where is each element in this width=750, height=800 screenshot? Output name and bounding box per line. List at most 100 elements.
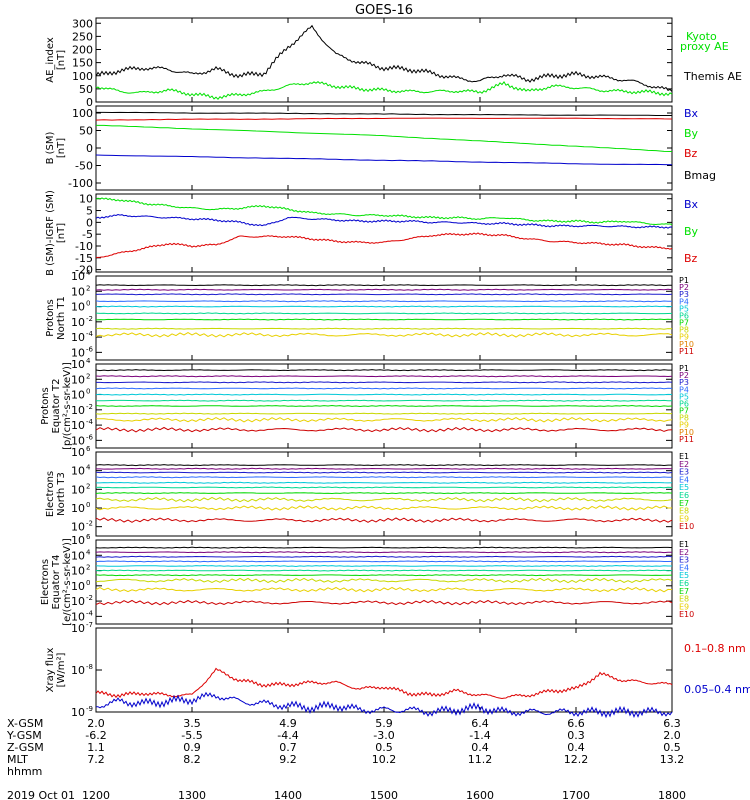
legend-bz: Bz (684, 252, 698, 265)
legend-e6: E6 (679, 491, 689, 500)
axis-value: -4.4 (277, 729, 298, 742)
legend-p4: P4 (679, 385, 689, 394)
legend-e7: E7 (679, 499, 689, 508)
legend-p6: P6 (679, 311, 689, 320)
series-line (95, 476, 673, 479)
axis-value: 1400 (274, 789, 302, 800)
y-tick-label: -100 (68, 177, 93, 190)
row-label: hhmm (7, 765, 42, 778)
legend-bx: Bx (684, 107, 699, 120)
series-line (95, 117, 673, 121)
legend-bz: Bz (684, 147, 698, 160)
axis-value: 0.9 (183, 741, 201, 754)
axis-value: 1200 (82, 789, 110, 800)
y-tick-label: 10 (71, 358, 85, 371)
axis-value: 3.5 (183, 717, 201, 730)
y-tick-label: 150 (72, 57, 93, 70)
series-line (95, 300, 673, 303)
legend-by: By (684, 127, 699, 140)
series-line (95, 586, 673, 593)
series-line (96, 381, 673, 384)
series-line (95, 288, 673, 291)
y-tick-label: 0 (86, 96, 93, 109)
y-tick-label: 50 (79, 83, 93, 96)
row-label: MLT (7, 753, 28, 766)
legend-p9: P9 (679, 421, 689, 430)
legend-proxy-ae: proxy AE (680, 40, 729, 53)
legend-e8: E8 (679, 595, 689, 604)
series-line (95, 667, 673, 700)
y-axis-label-line: Electrons (40, 559, 51, 605)
y-axis-label-line: Equator T4 (51, 555, 62, 610)
row-label: Y-GSM (6, 729, 42, 742)
axis-value: 0.3 (567, 729, 585, 742)
series-line (95, 464, 672, 467)
legend-p3: P3 (679, 378, 689, 387)
legend-e5: E5 (679, 571, 689, 580)
legend-bx: Bx (684, 198, 699, 211)
series-line (96, 417, 673, 423)
legend-e2: E2 (679, 460, 689, 469)
axis-value: 6.6 (567, 717, 585, 730)
y-axis-label-line: AE_index (45, 37, 56, 83)
panel-b-sm: -100 -50 0 50 100 B (SM)[nT] Bx By Bz Bmag (45, 105, 716, 191)
axis-value: 7.2 (87, 753, 105, 766)
y-tick-exponent: 4 (86, 269, 91, 277)
y-tick-label: 10 (71, 622, 85, 635)
y-axis-label: B (SM)-IGRF (SM)[nT] (45, 190, 67, 276)
legend-e7: E7 (679, 587, 689, 596)
series-line (96, 481, 673, 484)
axis-value: 0.4 (471, 741, 489, 754)
legend-p2: P2 (679, 283, 689, 292)
y-axis-label-line: [p/(cm²-s-sr-keV)] (62, 362, 73, 450)
y-axis-label: ElectronsEquator T4[e/(cm²-s-sr-keV)] (40, 538, 73, 626)
y-tick-exponent: -9 (86, 705, 93, 713)
y-tick-exponent: -2 (86, 594, 93, 602)
series-line (95, 412, 672, 415)
axis-value: -5.5 (181, 729, 202, 742)
y-tick-label: 10 (79, 193, 93, 206)
series-line (95, 332, 673, 338)
panels: 050100150200250300AE_index[nT]Kyotoproxy… (40, 17, 750, 719)
axis-value: 12.2 (564, 753, 589, 766)
legend-e6: E6 (679, 579, 689, 588)
y-tick-label: 0 (86, 216, 93, 229)
y-tick-label: 100 (72, 107, 93, 120)
series-line (95, 560, 673, 563)
legend-e4: E4 (679, 563, 689, 572)
y-tick-label: 10 (71, 373, 85, 386)
series-line (95, 312, 673, 315)
y-axis-label: ProtonsEquator T2[p/(cm²-s-sr-keV)] (40, 362, 73, 450)
legend-p3: P3 (679, 290, 689, 299)
series-line (95, 232, 673, 258)
legend-p1: P1 (679, 276, 689, 285)
y-axis-label-line: B (SM) (45, 131, 56, 164)
axis-value: 2.0 (663, 729, 681, 742)
series-line (95, 24, 673, 92)
legend-e3: E3 (679, 556, 689, 565)
legend-by: By (684, 225, 699, 238)
legend-p5: P5 (679, 392, 689, 401)
y-tick-exponent: 2 (86, 564, 90, 572)
y-tick-label: 10 (71, 706, 85, 719)
axis-value: 1.1 (87, 741, 105, 754)
row-label: 2019 Oct 01 (7, 789, 75, 800)
y-tick-label: 10 (71, 483, 85, 496)
y-tick-label: 10 (71, 549, 85, 562)
y-axis-label-line: [W/m²] (56, 652, 67, 687)
axis-value: 8.2 (183, 753, 201, 766)
y-tick-label: 10 (71, 270, 85, 283)
y-tick-label: -15 (75, 252, 93, 265)
series-line (95, 577, 673, 584)
series-line (95, 369, 672, 372)
y-tick-exponent: -4 (86, 609, 94, 617)
series-line (95, 551, 673, 554)
plot-frame (95, 193, 673, 273)
y-axis-label-line: Equator T2 (51, 379, 62, 434)
y-tick-exponent: 4 (86, 548, 91, 556)
y-axis-label-line: Xray flux (45, 648, 56, 693)
y-tick-label: -20 (75, 264, 93, 277)
y-tick-label: 10 (71, 580, 85, 593)
